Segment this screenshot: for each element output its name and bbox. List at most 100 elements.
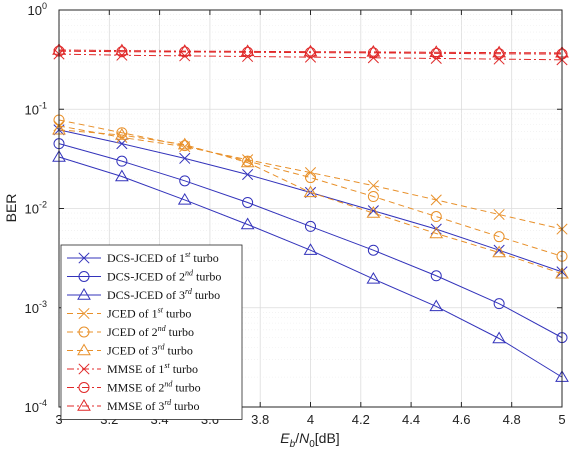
triangle-marker [492,245,506,258]
circle-marker [179,46,191,58]
y-tick-label: 10-3 [25,299,47,316]
series-line [58,143,563,339]
circle-marker [430,47,442,59]
triangle-marker [240,44,255,57]
legend-entry: DCS-JCED of 3rd turbo [67,287,220,302]
x-marker-stroke [242,50,254,63]
series-line [58,50,563,55]
legend-entry: MMSE of 3rd turbo [67,398,200,413]
x-tick-label: 5 [558,412,565,427]
legend-entry: JCED of 1st turbo [67,306,191,321]
legend-label: MMSE of 3rd turbo [107,398,200,413]
y-tick-label: 10-4 [25,398,47,415]
x-marker [179,152,191,164]
series-line [58,129,563,275]
x-tick-label: 4.6 [452,412,470,427]
x-marker-stroke [78,307,90,320]
circle-marker [305,172,316,184]
legend: DCS-JCED of 1st turbo DCS-JCED of 2nd tur… [60,244,243,420]
y-tick-label: 10-2 [25,200,47,217]
legend-label: MMSE of 1st turbo [107,361,198,376]
x-tick-label: 3 [55,412,62,427]
triangle-marker [177,137,192,150]
x-marker [367,180,379,192]
circle-marker [116,155,128,167]
triangle-marker [115,43,129,56]
circle-marker [305,47,316,59]
x-marker [78,307,90,320]
circle-marker [493,298,505,310]
legend-label: JCED of 1st turbo [107,306,191,321]
circle-marker [430,270,442,282]
x-marker [430,194,442,206]
legend-entry: DCS-JCED of 2nd turbo [67,269,221,284]
x-marker-stroke [493,208,505,221]
x-marker-stroke [367,180,379,192]
x-marker [179,141,191,153]
legend-label: DCS-JCED of 3rd turbo [107,287,220,302]
x-marker [78,252,90,264]
x-marker-stroke [493,244,505,256]
x-marker-stroke [78,252,90,264]
triangle-marker [303,44,318,57]
circle-marker [78,271,90,282]
legend-label: DCS-JCED of 1st turbo [107,250,219,265]
y-axis-label: BER [3,194,19,223]
triangle-marker [77,288,91,300]
circle-marker [78,326,90,338]
circle-marker [242,46,254,58]
legend-entry: JCED of 3rd turbo [67,343,193,358]
triangle-marker [77,399,91,411]
x-tick-label: 3.8 [251,412,269,427]
legend-entry: DCS-JCED of 1st turbo [67,250,219,265]
triangle-marker [115,169,129,182]
triangle-marker [429,45,444,57]
x-marker-stroke [430,194,442,206]
triangle-marker [366,206,381,218]
triangle-marker [177,192,192,205]
circle-marker [367,244,379,256]
x-marker [78,363,90,375]
x-marker [493,208,505,221]
legend-label: MMSE of 2nd turbo [107,380,201,395]
circle-marker [493,48,505,60]
triangle-marker [240,217,255,230]
circle-marker [305,220,316,232]
legend-entry: JCED of 2nd turbo [67,324,194,339]
x-marker [242,168,254,181]
legend-label: JCED of 3rd turbo [107,343,193,358]
legend-entry: MMSE of 1st turbo [67,361,198,376]
x-marker-stroke [367,205,379,217]
triangle-marker [366,44,381,57]
triangle-marker [492,45,506,58]
x-marker-stroke [78,363,90,375]
x-marker-stroke [179,141,191,153]
triangle-marker [429,299,444,312]
circle-marker [116,46,128,58]
series-line [58,119,563,257]
y-tick-label: 100 [28,1,47,18]
circle-marker [430,211,442,223]
legend-entry: MMSE of 2nd turbo [67,380,201,395]
circle-marker [242,196,254,208]
x-tick-label: 4.2 [352,412,370,427]
triangle-marker [177,44,192,56]
circle-marker [493,231,505,243]
series-line [58,156,563,378]
circle-marker [78,382,90,393]
circle-marker [116,127,128,139]
triangle-marker [77,343,91,356]
circle-marker [367,47,379,59]
triangle-marker [366,271,381,284]
series-line [58,49,563,54]
triangle-marker [303,243,318,255]
triangle-marker [115,128,129,140]
triangle-marker [240,155,255,168]
x-marker-stroke [179,50,191,62]
triangle-marker [303,185,318,198]
legend-label: JCED of 2nd turbo [107,324,194,339]
x-marker-stroke [179,152,191,164]
y-tick-label: 10-1 [25,100,47,117]
x-tick-label: 4 [307,412,314,427]
